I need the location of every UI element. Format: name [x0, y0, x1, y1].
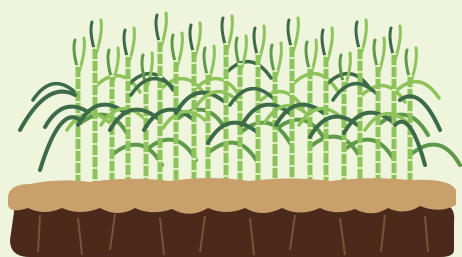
page: {} html, body { margin: 0; padding: 0; w… — [0, 0, 462, 257]
body: (() => { const ns = 'http://www.w3.org/2… — [0, 0, 462, 257]
sugarcane-illustration — [0, 0, 462, 257]
